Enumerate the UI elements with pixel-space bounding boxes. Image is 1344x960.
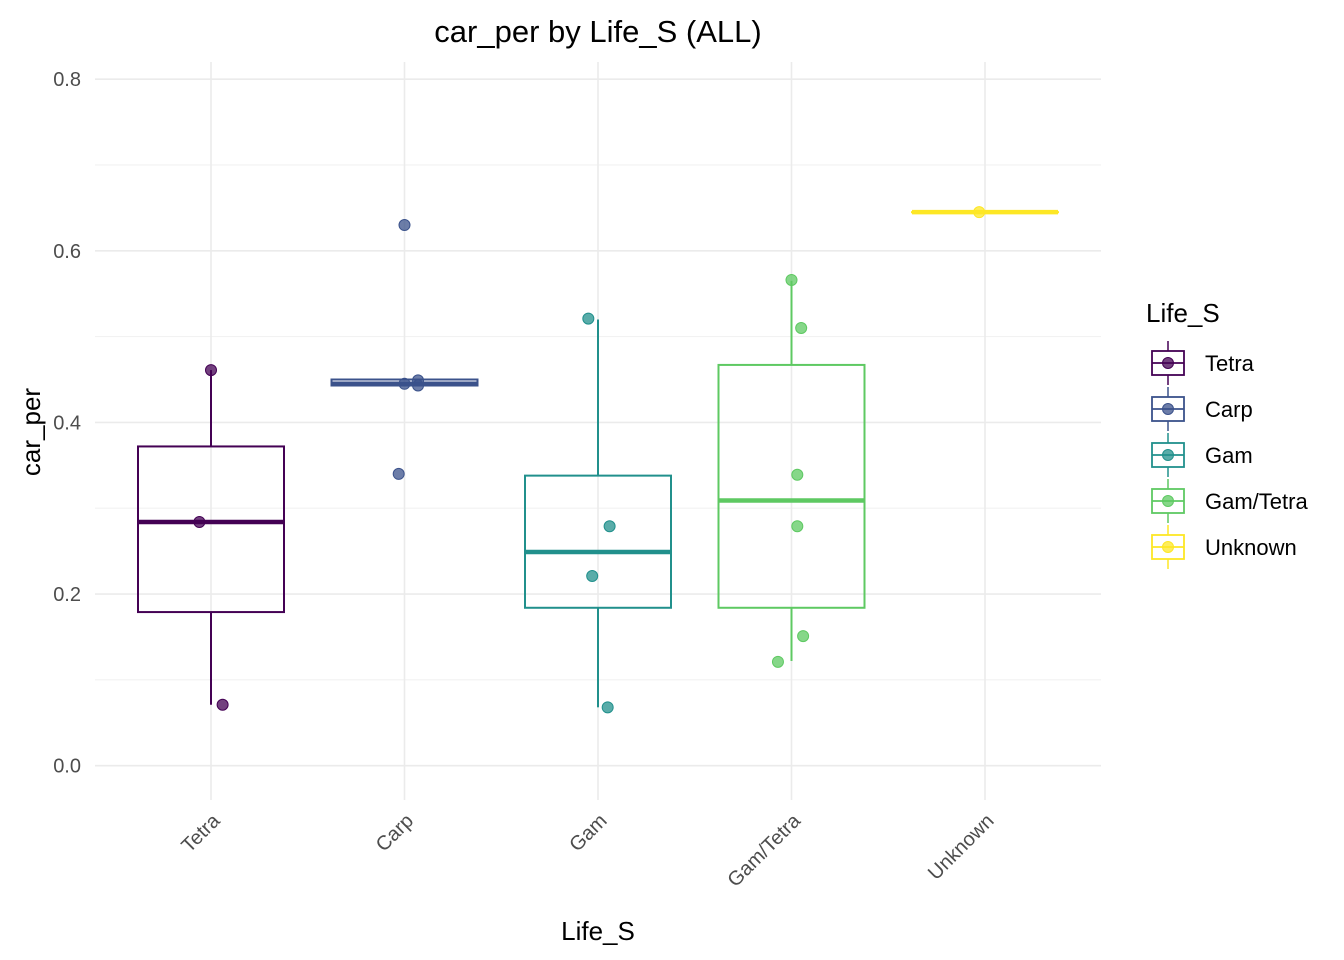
data-point <box>193 515 206 528</box>
data-point <box>791 468 804 481</box>
y-tick-label: 0.4 <box>53 412 81 434</box>
legend-item: Gam <box>1151 433 1253 477</box>
data-point <box>797 630 810 643</box>
legend-title: Life_S <box>1146 298 1220 328</box>
data-point <box>216 698 229 711</box>
point-layer <box>193 206 986 714</box>
box-gam <box>524 319 672 708</box>
data-point <box>205 364 217 377</box>
data-point <box>791 520 804 533</box>
legend-key-point <box>1162 449 1174 461</box>
box-iqr <box>524 474 672 609</box>
data-point <box>973 206 986 219</box>
legend-label: Tetra <box>1205 351 1255 376</box>
data-point <box>771 655 784 668</box>
legend-item: Gam/Tetra <box>1151 479 1308 523</box>
y-tick-label: 0.2 <box>53 584 81 606</box>
legend: Life_S Tetra Carp Gam Gam/Tetra Unknown <box>1146 298 1308 569</box>
data-point <box>398 377 411 390</box>
legend-label: Unknown <box>1205 535 1297 560</box>
data-point <box>785 273 798 286</box>
box-iqr <box>717 363 866 609</box>
data-point <box>398 219 411 232</box>
legend-key-point <box>1162 541 1174 553</box>
legend-key-point <box>1162 357 1174 369</box>
data-point <box>601 701 614 714</box>
legend-item: Unknown <box>1151 525 1297 569</box>
y-axis-title: car_per <box>16 388 46 476</box>
box-gam-tetra <box>717 280 866 661</box>
x-axis-title: Life_S <box>561 916 635 946</box>
legend-item: Tetra <box>1151 341 1255 385</box>
legend-key-point <box>1162 403 1174 415</box>
legend-item: Carp <box>1151 387 1253 431</box>
legend-label: Carp <box>1205 397 1253 422</box>
legend-items: Tetra Carp Gam Gam/Tetra Unknown <box>1151 341 1308 569</box>
legend-key-point <box>1162 495 1174 507</box>
box-iqr <box>137 445 285 614</box>
data-point <box>586 570 599 583</box>
data-point <box>582 312 595 325</box>
legend-label: Gam <box>1205 443 1253 468</box>
data-point <box>392 467 405 480</box>
y-tick-label: 0.0 <box>53 756 81 778</box>
y-tick-label: 0.6 <box>53 241 81 263</box>
y-tick-label: 0.8 <box>53 69 81 91</box>
chart-title: car_per by Life_S (ALL) <box>434 14 761 49</box>
legend-label: Gam/Tetra <box>1205 489 1308 514</box>
box-tetra <box>137 370 285 705</box>
y-axis-ticks: 0.0 0.2 0.4 0.6 0.8 <box>53 69 81 778</box>
data-point <box>412 379 425 392</box>
data-point <box>603 520 616 533</box>
data-point <box>795 322 808 335</box>
